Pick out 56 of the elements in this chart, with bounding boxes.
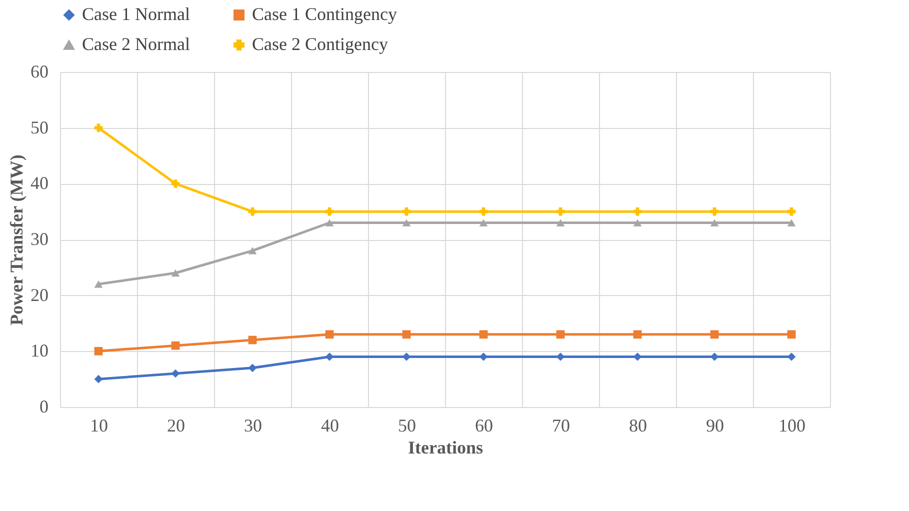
point: [94, 374, 103, 384]
point: [94, 346, 103, 356]
point: [556, 219, 565, 226]
point: [710, 330, 719, 339]
y-tick-label: 10: [30, 340, 48, 361]
y-tick-label: 60: [30, 62, 48, 82]
x-tick-label: 10: [90, 416, 108, 436]
point: [248, 336, 257, 344]
x-tick-label: 30: [244, 416, 262, 436]
x-tick-label: 40: [321, 416, 339, 436]
point: [325, 219, 334, 226]
point: [248, 247, 257, 254]
y-tick-label: 50: [30, 117, 48, 138]
point: [633, 330, 642, 339]
point: [171, 369, 180, 378]
point: [248, 364, 257, 372]
x-tick-label: 80: [629, 416, 647, 436]
y-tick-label: 20: [30, 284, 48, 305]
point: [787, 207, 796, 216]
point: [94, 124, 103, 132]
point: [171, 341, 180, 350]
point: [633, 219, 642, 226]
point: [325, 207, 334, 216]
legend-label: Case 1 Normal: [82, 4, 190, 24]
x-tick-label: 90: [706, 416, 724, 436]
point: [710, 219, 719, 226]
legend-label: Case 1 Contingency: [252, 4, 397, 24]
point: [171, 179, 180, 188]
point: [94, 280, 103, 288]
x-axis-title: Iterations: [408, 438, 483, 458]
point: [556, 207, 565, 216]
legend-label: Case 2 Contigency: [252, 34, 388, 54]
point: [556, 330, 565, 339]
x-tick-label: 100: [778, 416, 806, 436]
x-tick-label: 20: [167, 416, 185, 436]
point: [171, 269, 180, 277]
point: [479, 330, 488, 339]
x-tick-label: 50: [398, 416, 416, 436]
point: [402, 330, 411, 339]
point: [325, 330, 334, 339]
point: [402, 207, 411, 216]
point: [479, 219, 488, 226]
point: [633, 207, 642, 216]
x-tick-label: 60: [475, 416, 493, 436]
point: [710, 207, 719, 216]
legend-label: Case 2 Normal: [82, 34, 190, 54]
y-axis-title: Power Transfer (MW): [6, 154, 26, 326]
y-tick-label: 40: [30, 173, 48, 194]
y-tick-label: 30: [30, 229, 48, 249]
x-tick-label: 70: [552, 416, 570, 436]
point: [248, 207, 257, 216]
point: [787, 330, 796, 339]
y-tick-label: 0: [40, 396, 48, 416]
point: [787, 219, 796, 226]
point: [479, 207, 488, 216]
point: [402, 219, 411, 226]
